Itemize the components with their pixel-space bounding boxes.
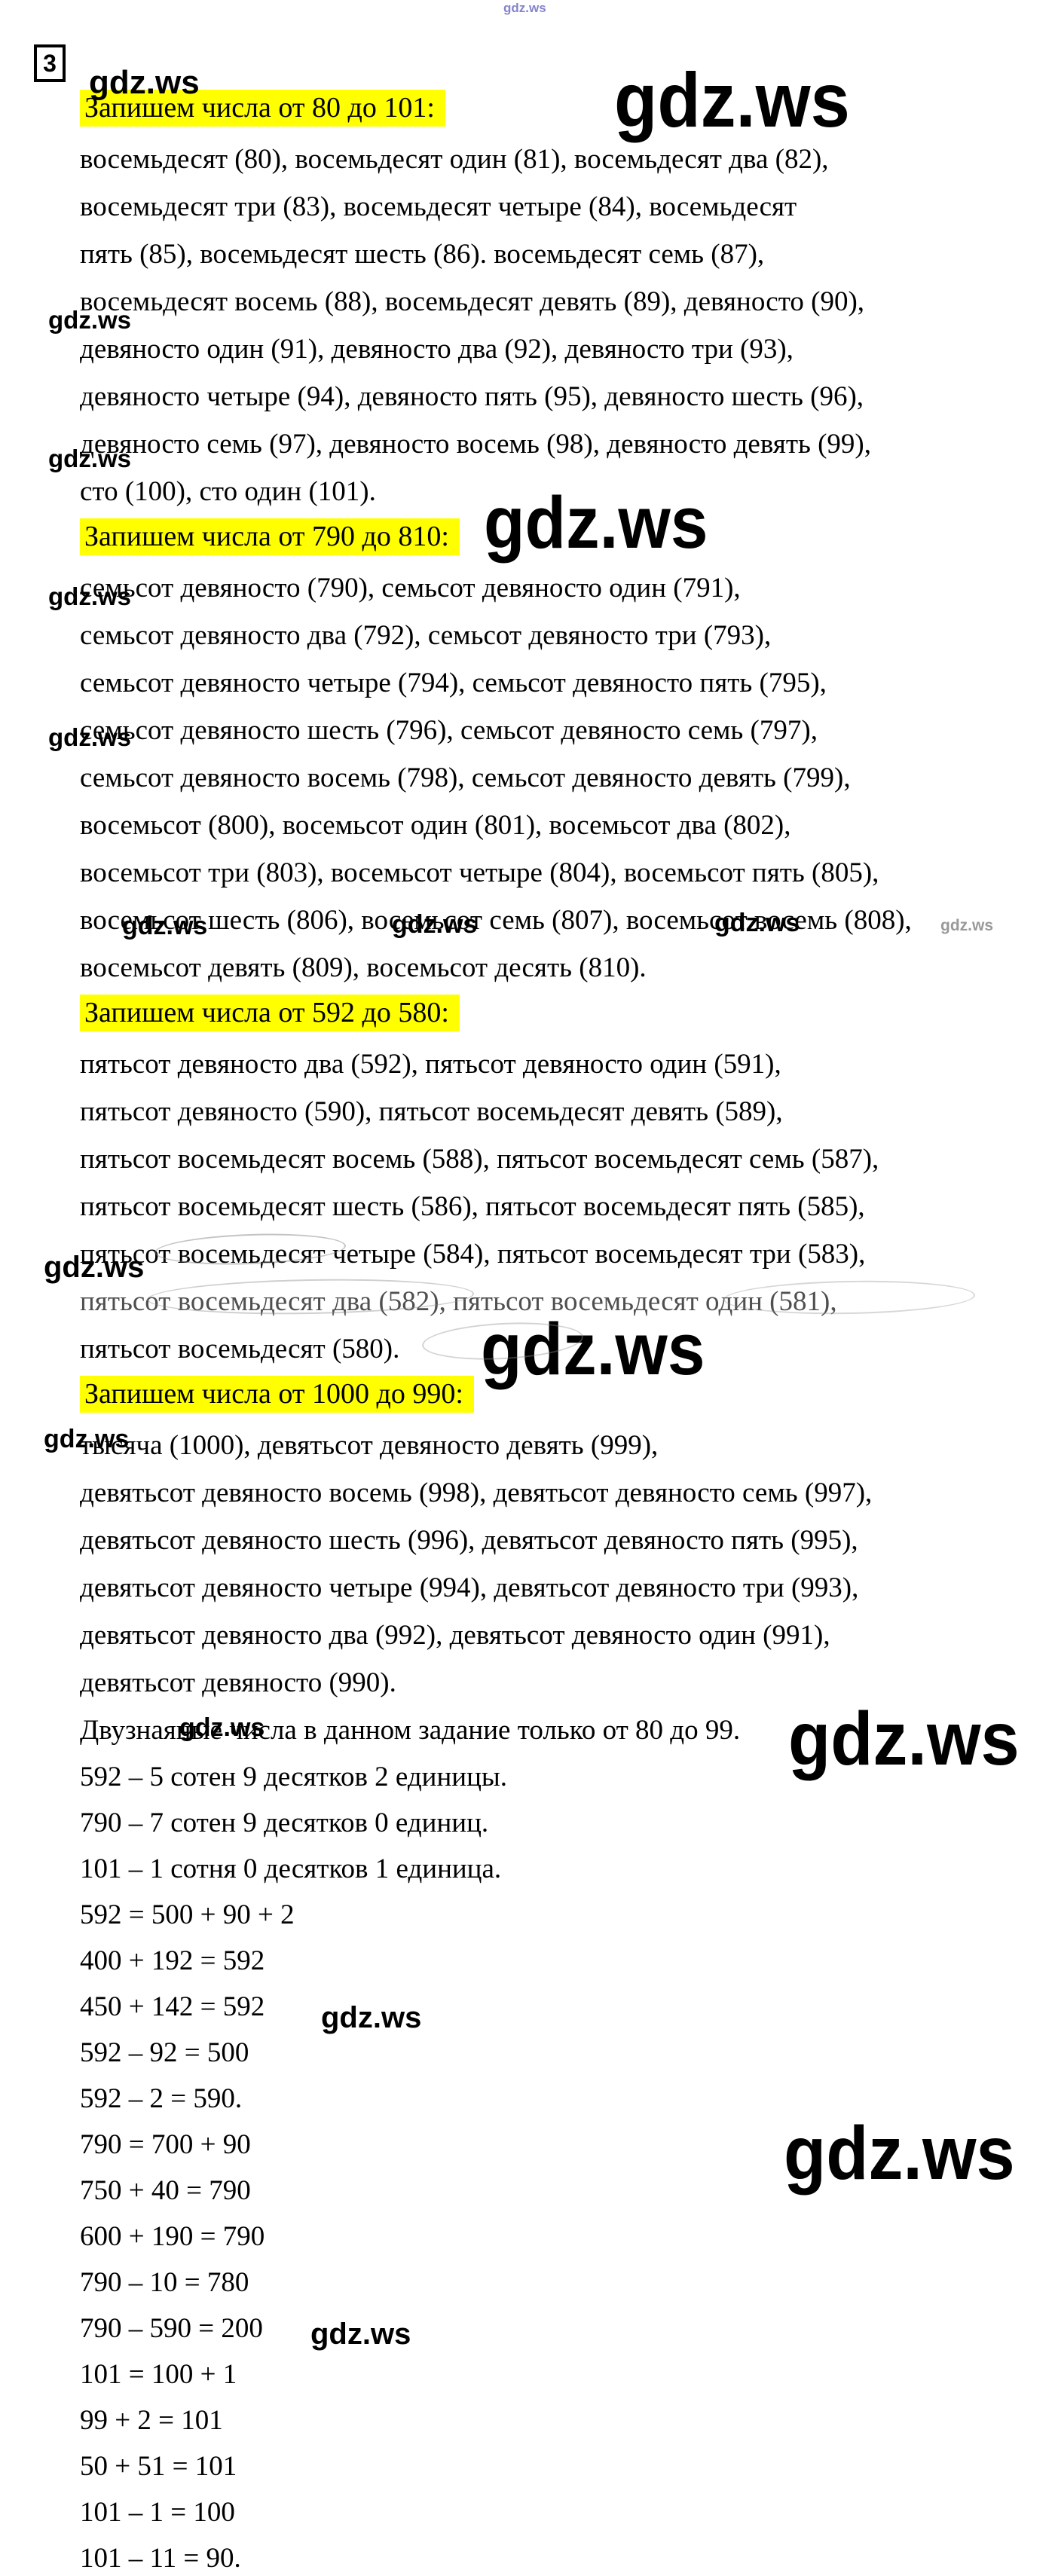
equation-line: 101 – 1 сотня 0 десятков 1 единица. [80,1853,502,1884]
watermark-gdz: gdz.ws [48,582,132,610]
text-line: семьсот девяносто (790), семьсот девянос… [80,573,741,604]
text-line: семьсот девяносто четыре (794), семьсот … [80,668,827,698]
text-line: девятьсот девяносто (990). [80,1667,396,1698]
note-line: Двузнаяные числа в данном задание только… [80,1715,741,1746]
text-line: пятьсот восемьдесят четыре (584), пятьсо… [80,1239,866,1270]
watermark-gdz-tiny: gdz.ws [503,1,546,15]
text-line: восемьсот (800), восемьсот один (801), в… [80,810,791,841]
watermark-gdz-large: gdz.ws [484,481,708,564]
watermark-gdz: gdz.ws [44,1425,130,1453]
section-2: Запишем числа от 790 до 810: [80,518,1044,555]
equation-line: 400 + 192 = 592 [80,1945,265,1976]
equation-line: 790 = 700 + 90 [80,2129,251,2160]
section-4-paragraph: тысяча (1000), девятьсот девяносто девят… [80,1422,1044,1707]
text-line: семьсот девяносто два (792), семьсот дев… [80,620,772,651]
note-block: Двузнаяные числа в данном задание только… [80,1707,1044,1754]
text-line: семьсот девяносто восемь (798), семьсот … [80,762,851,793]
equation-line: 592 – 2 = 590. [80,2083,243,2114]
equation-line: 750 + 40 = 790 [80,2175,251,2206]
text-line: пятьсот восемьдесят (580). [80,1334,400,1364]
watermark-gdz-large: gdz.ws [614,57,850,143]
text-line: пять (85), восемьдесят шесть (86). восем… [80,239,765,270]
watermark-gdz: gdz.ws [321,2001,422,2034]
equation-line: 50 + 51 = 101 [80,2451,237,2482]
section-1: Запишем числа от 80 до 101: [80,90,1044,127]
text-line: восемьсот шесть (806), восемьсот семь (8… [80,905,912,936]
problem-number: 3 [43,49,57,77]
text-line: сто (100), сто один (101). [80,476,376,507]
text-line: восемьдесят (80), восемьдесят один (81),… [80,144,829,175]
section-3-heading: Запишем числа от 592 до 580: [80,995,460,1031]
problem-number-box: 3 [34,44,66,82]
equation-line: 450 + 142 = 592 [80,1991,265,2022]
section-1-paragraph: восемьдесят (80), восемьдесят один (81),… [80,136,1044,515]
equation-line: 600 + 190 = 790 [80,2221,265,2252]
watermark-gdz-large: gdz.ws [788,1697,1020,1781]
watermark-gdz: gdz.ws [44,1251,145,1284]
text-line: пятьсот девяносто (590), пятьсот восемьд… [80,1096,783,1127]
equations-block: 592 – 5 сотен 9 десятков 2 единицы. 790 … [80,1754,1044,2576]
equation-line: 99 + 2 = 101 [80,2405,223,2436]
watermark-gdz-large: gdz.ws [784,2111,1015,2196]
text-line: семьсот девяносто шесть (796), семьсот д… [80,715,818,746]
text-line: девятьсот девяносто четыре (994), девять… [80,1572,859,1603]
section-3: Запишем числа от 592 до 580: [80,995,1044,1031]
equation-line: 592 – 5 сотен 9 десятков 2 единицы. [80,1762,507,1792]
section-4: Запишем числа от 1000 до 990: [80,1376,1044,1413]
text-line: девяносто один (91), девяносто два (92),… [80,334,794,365]
section-3-paragraph: пятьсот девяносто два (592), пятьсот дев… [80,1040,1044,1373]
watermark-gdz: gdz.ws [714,909,800,937]
text-line: девяносто семь (97), девяносто восемь (9… [80,429,872,460]
watermark-gdz: gdz.ws [48,445,132,472]
watermark-gdz-small-grey: gdz.ws [940,917,994,934]
text-line: пятьсот девяносто два (592), пятьсот дев… [80,1049,781,1080]
solution-content: Запишем числа от 80 до 101: восемьдесят … [80,90,1044,2576]
text-line: тысяча (1000), девятьсот девяносто девят… [80,1430,659,1461]
equation-line: 790 – 7 сотен 9 десятков 0 единиц. [80,1807,489,1838]
section-2-heading: Запишем числа от 790 до 810: [80,518,460,555]
equation-line: 790 – 590 = 200 [80,2313,263,2344]
equation-line: 592 – 92 = 500 [80,2037,249,2068]
text-line: восемьсот девять (809), восемьсот десять… [80,952,647,983]
watermark-gdz: gdz.ws [179,1713,265,1742]
section-2-paragraph: семьсот девяносто (790), семьсот девянос… [80,564,1044,992]
watermark-gdz: gdz.ws [122,912,208,940]
text-line: девятьсот девяносто два (992), девятьсот… [80,1620,830,1651]
section-1-heading: Запишем числа от 80 до 101: [80,90,445,127]
equation-line: 790 – 10 = 780 [80,2267,249,2298]
text-line: девятьсот девяносто восемь (998), девять… [80,1477,873,1508]
section-4-heading: Запишем числа от 1000 до 990: [80,1376,474,1413]
text-line: пятьсот восемьдесят шесть (586), пятьсот… [80,1191,865,1222]
equation-line: 592 = 500 + 90 + 2 [80,1899,295,1930]
text-line: пятьсот восемьдесят восемь (588), пятьсо… [80,1144,879,1175]
watermark-gdz: gdz.ws [48,306,132,334]
text-line: восемьдесят восемь (88), восемьдесят дев… [80,286,865,317]
watermark-gdz: gdz.ws [310,2318,411,2351]
watermark-gdz: gdz.ws [48,723,132,751]
equation-line: 101 – 1 = 100 [80,2497,235,2528]
text-line: восемьдесят три (83), восемьдесят четыре… [80,191,797,222]
text-line: восемьсот три (803), восемьсот четыре (8… [80,857,879,888]
watermark-gdz-large: gdz.ws [481,1308,705,1390]
equation-line: 101 = 100 + 1 [80,2359,237,2390]
text-line: девятьсот девяносто шесть (996), девятьс… [80,1525,858,1556]
text-line: девяносто четыре (94), девяносто пять (9… [80,381,864,412]
watermark-gdz: gdz.ws [392,910,478,939]
watermark-gdz: gdz.ws [89,64,200,101]
equation-line: 101 – 11 = 90. [80,2543,241,2574]
text-line-faded: пятьсот восемьдесят два (582), пятьсот в… [80,1286,837,1317]
